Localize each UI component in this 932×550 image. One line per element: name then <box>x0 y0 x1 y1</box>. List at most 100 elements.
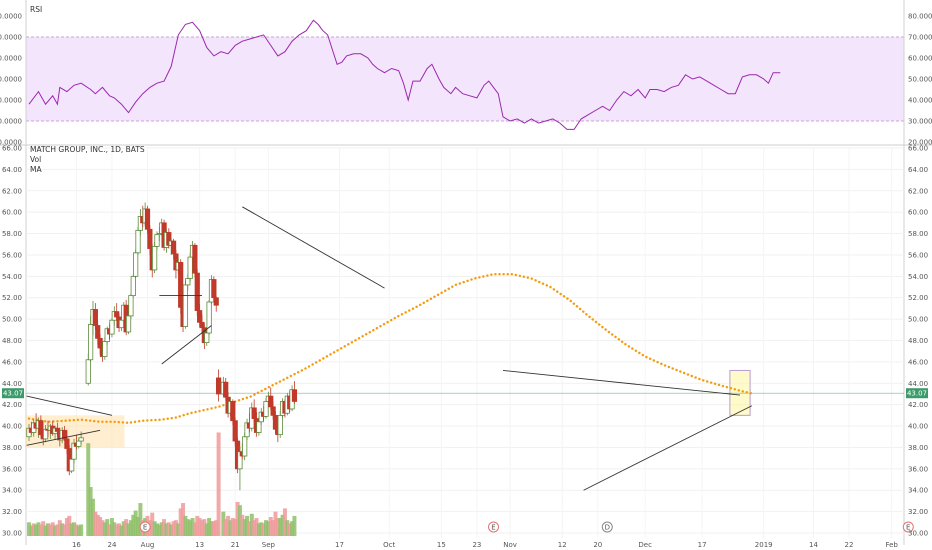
volume-bar <box>207 518 212 536</box>
rsi-title: RSI <box>30 5 42 14</box>
volume-bar <box>29 525 34 536</box>
volume-bar <box>43 525 48 536</box>
candle-body <box>277 414 283 436</box>
volume-bar <box>290 521 295 536</box>
volume-bar <box>282 508 287 536</box>
price-tick-left: 66.00 <box>2 145 22 153</box>
volume-bar <box>181 503 186 536</box>
volume-bar <box>62 524 67 536</box>
volume-bar <box>105 519 110 536</box>
volume-bar <box>247 521 252 536</box>
volume-bar <box>133 510 138 536</box>
volume-bar <box>64 518 69 536</box>
volume-bar <box>152 521 157 536</box>
time-tick-label: 16 <box>72 541 81 549</box>
rsi-tick-left: 30.0000 <box>0 118 22 126</box>
candle-body <box>109 319 115 335</box>
price-tick-right: 62.00 <box>908 187 928 195</box>
volume-bar <box>226 515 231 536</box>
volume-bar <box>126 523 131 536</box>
volume-bar <box>230 518 235 536</box>
trend-line <box>161 325 212 365</box>
trend-line <box>583 405 753 491</box>
candle-body <box>242 436 248 457</box>
volume-bar <box>76 525 81 536</box>
candle-body <box>78 437 84 442</box>
volume-bar <box>211 521 216 536</box>
candle-body <box>69 458 75 472</box>
legend-symbol: MATCH GROUP, INC., 1D, BATS <box>30 145 145 154</box>
volume-bar <box>176 523 181 536</box>
time-tick-label: 24 <box>107 541 116 549</box>
rsi-tick-left: 50.0000 <box>0 76 22 84</box>
time-tick-label: 13 <box>195 541 204 549</box>
candle-body <box>85 359 91 384</box>
volume-bar <box>292 515 297 536</box>
volume-bar <box>72 522 77 536</box>
volume-bar <box>102 522 107 536</box>
volume-bar <box>259 522 264 536</box>
volume-bar <box>114 524 119 536</box>
event-marker-label: E <box>491 524 495 532</box>
price-tick-right: 32.00 <box>908 508 928 516</box>
candle-body <box>135 229 141 254</box>
volume-bar <box>162 519 167 536</box>
price-tick-right: 58.00 <box>908 230 928 238</box>
price-tick-right: 54.00 <box>908 273 928 281</box>
volume-bar <box>273 511 278 536</box>
price-tick-left: 40.00 <box>2 423 22 431</box>
volume-bar <box>36 522 41 536</box>
candle-body <box>272 414 279 430</box>
price-tick-left: 48.00 <box>2 337 22 345</box>
candle-body <box>118 319 125 329</box>
volume-bar <box>254 518 259 536</box>
rsi-tick-right: 50.0000 <box>908 76 932 84</box>
time-tick-label: 15 <box>437 541 446 549</box>
event-marker <box>601 521 613 533</box>
price-tick-left: 50.00 <box>2 316 22 324</box>
legend-ma: MA <box>30 165 42 174</box>
volume-bar <box>237 505 242 536</box>
candle-body <box>192 244 198 274</box>
time-tick-label: Feb <box>885 541 898 549</box>
volume-bar <box>240 514 245 536</box>
time-tick-label: Aug <box>141 541 155 549</box>
rsi-line <box>28 19 781 130</box>
volume-bar <box>190 518 195 536</box>
volume-bar <box>204 523 209 536</box>
candle-body <box>197 310 203 323</box>
volume-bar <box>159 522 164 536</box>
price-tick-left: 38.00 <box>2 444 22 452</box>
price-tick-left: 32.00 <box>2 508 22 516</box>
rsi-tick-left: 20.0000 <box>0 139 22 147</box>
volume-bar <box>38 524 43 536</box>
volume-bar <box>60 523 65 536</box>
volume-bar <box>136 516 141 536</box>
volume-bar <box>112 522 117 536</box>
volume-bar <box>67 515 72 536</box>
rsi-tick-left: 40.0000 <box>0 97 22 105</box>
time-tick-label: 12 <box>558 541 567 549</box>
candle-body <box>230 401 236 422</box>
volume-bar <box>173 520 178 536</box>
candle-body <box>92 309 98 326</box>
price-tick-left: 54.00 <box>2 273 22 281</box>
volume-bar <box>242 519 247 536</box>
price-tick-left: 34.00 <box>2 487 22 495</box>
volume-bar <box>275 518 280 536</box>
volume-bar <box>235 501 240 536</box>
volume-bar <box>131 514 136 536</box>
volume-bar <box>249 513 254 536</box>
volume-bar <box>90 498 95 536</box>
price-tick-right: 56.00 <box>908 251 928 259</box>
axes: 20.0000 20.0000 30.0000 30.0000 40.0000 40.00… <box>0 13 932 550</box>
volume-bar <box>178 508 183 536</box>
price-tick-right: 38.00 <box>908 444 928 452</box>
rsi-panel[interactable] <box>28 19 781 130</box>
volume-bar <box>287 523 292 536</box>
volume-bar <box>98 516 103 536</box>
volume-bar <box>197 518 202 536</box>
volume-bar <box>117 523 122 536</box>
